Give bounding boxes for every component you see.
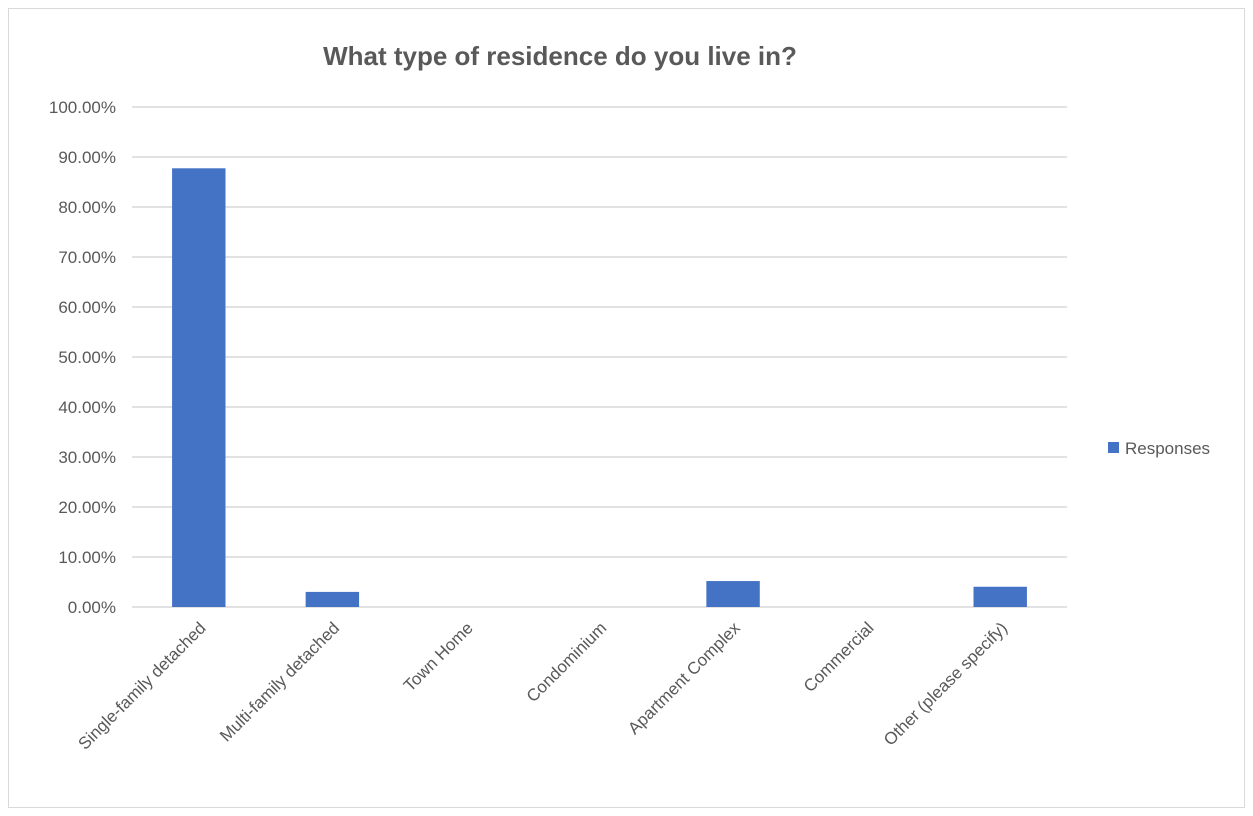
y-tick-label: 20.00% bbox=[58, 498, 116, 517]
x-tick-label: Condominium bbox=[523, 618, 611, 706]
chart-container: What type of residence do you live in? 0… bbox=[8, 8, 1245, 808]
y-tick-label: 100.00% bbox=[49, 98, 116, 117]
y-tick-label: 50.00% bbox=[58, 348, 116, 367]
y-tick-label: 40.00% bbox=[58, 398, 116, 417]
bars bbox=[172, 168, 1027, 608]
bar bbox=[305, 591, 360, 607]
legend-label: Responses bbox=[1125, 439, 1210, 458]
bar bbox=[706, 581, 760, 607]
gridlines bbox=[132, 106, 1067, 608]
y-tick-label: 30.00% bbox=[58, 448, 116, 467]
x-tick-label: Single-family detached bbox=[75, 618, 210, 753]
y-tick-label: 70.00% bbox=[58, 248, 116, 267]
y-tick-label: 0.00% bbox=[68, 598, 116, 617]
bar bbox=[172, 168, 226, 608]
x-axis-labels: Single-family detached Multi-family detac… bbox=[75, 618, 1011, 753]
bar bbox=[973, 586, 1027, 607]
x-tick-label: Apartment Complex bbox=[624, 618, 744, 738]
legend-swatch bbox=[1108, 442, 1119, 453]
x-tick-label: Other (please specify) bbox=[880, 618, 1011, 749]
y-tick-label: 90.00% bbox=[58, 148, 116, 167]
x-tick-label: Town Home bbox=[400, 618, 477, 695]
y-tick-label: 60.00% bbox=[58, 298, 116, 317]
y-tick-label: 80.00% bbox=[58, 198, 116, 217]
y-tick-label: 10.00% bbox=[58, 548, 116, 567]
y-axis-ticks: 0.00% 10.00% 20.00% 30.00% 40.00% 50.00% 60.00… bbox=[49, 98, 116, 617]
bar-chart: What type of residence do you live in? 0… bbox=[49, 41, 1210, 753]
x-tick-label: Commercial bbox=[800, 618, 878, 696]
legend: Responses bbox=[1108, 439, 1210, 458]
chart-title: What type of residence do you live in? bbox=[323, 41, 797, 71]
x-tick-label: Multi-family detached bbox=[216, 618, 343, 745]
